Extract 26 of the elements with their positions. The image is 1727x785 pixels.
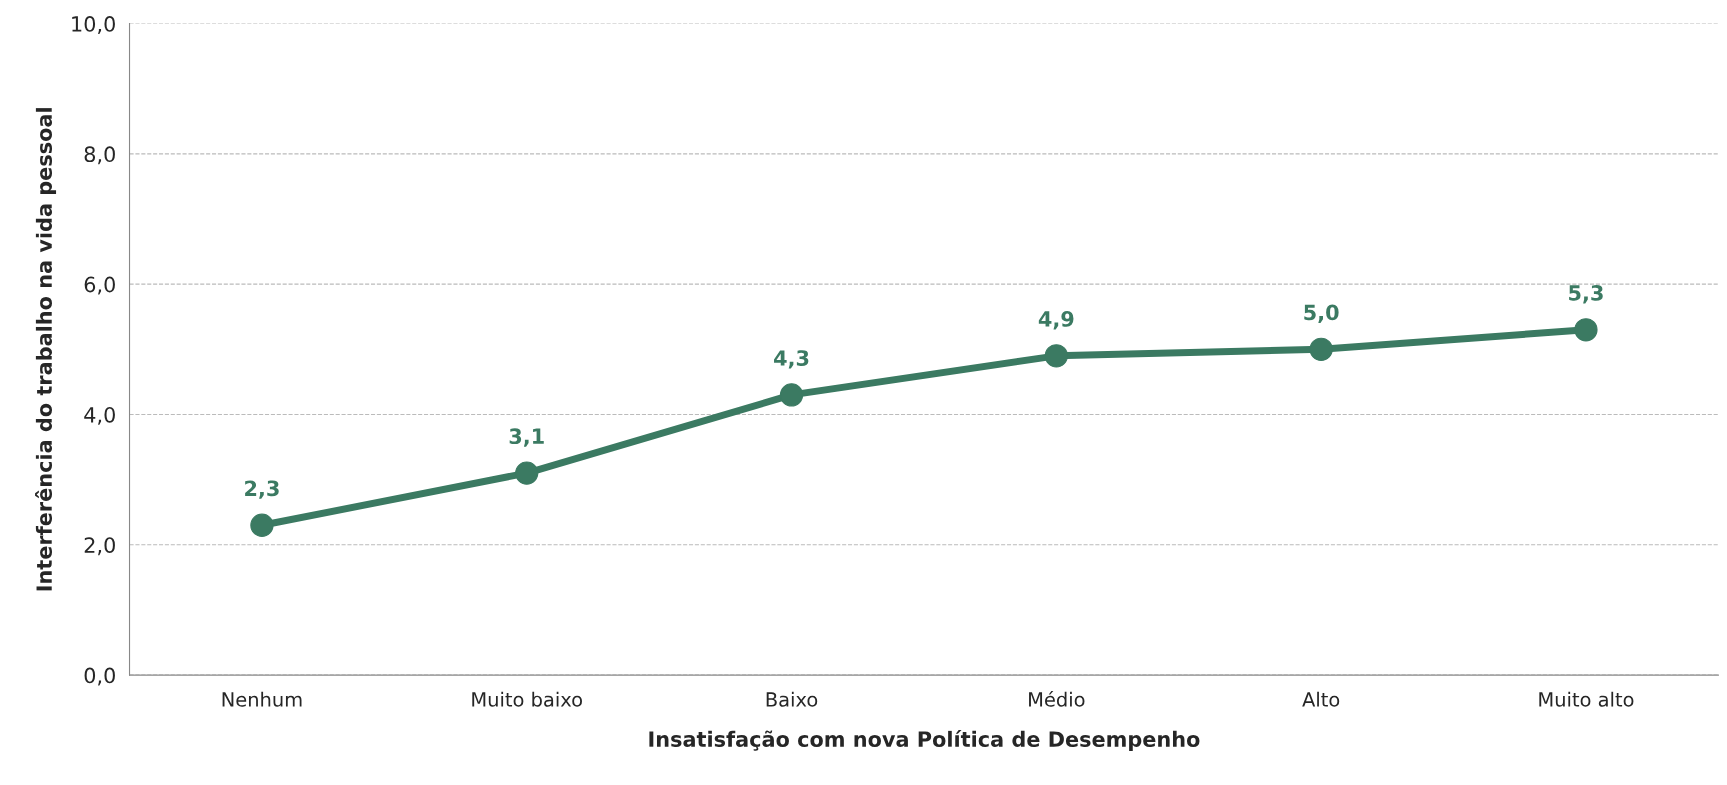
y-tick-label: 8,0	[84, 146, 115, 165]
y-tick-label: 6,0	[84, 276, 115, 295]
x-tick-label: Baixo	[766, 691, 818, 707]
x-tick-label: Muito baixo	[472, 691, 582, 707]
data-label: 2,3	[245, 480, 279, 499]
point	[1574, 318, 1598, 342]
y-tick-label: 0,0	[84, 667, 115, 686]
point	[1309, 337, 1333, 361]
y-tick-label: 10,0	[72, 16, 115, 34]
x-tick-label: Muito alto	[1539, 691, 1634, 707]
y-tick-label: 4,0	[84, 406, 115, 425]
point	[515, 461, 539, 485]
x-tick-label: Alto	[1302, 691, 1340, 707]
point	[250, 513, 274, 537]
x-tick-label: Nenhum	[222, 691, 302, 707]
x-axis-title: Insatisfação com nova Política de Desempenho	[649, 730, 1200, 752]
data-label: 4,9	[1038, 311, 1074, 330]
data-label: 3,1	[509, 428, 544, 447]
point	[1044, 344, 1068, 368]
point	[779, 383, 804, 407]
data-label: 5,0	[1304, 304, 1339, 323]
data-label: 5,3	[1569, 284, 1603, 304]
y-axis-title: Interferência do trabalho na vida pessoal	[35, 108, 57, 591]
y-tick-label: 2,0	[84, 537, 115, 556]
x-tick-label: Médio	[1029, 690, 1085, 707]
data-label: 4,3	[774, 350, 809, 369]
